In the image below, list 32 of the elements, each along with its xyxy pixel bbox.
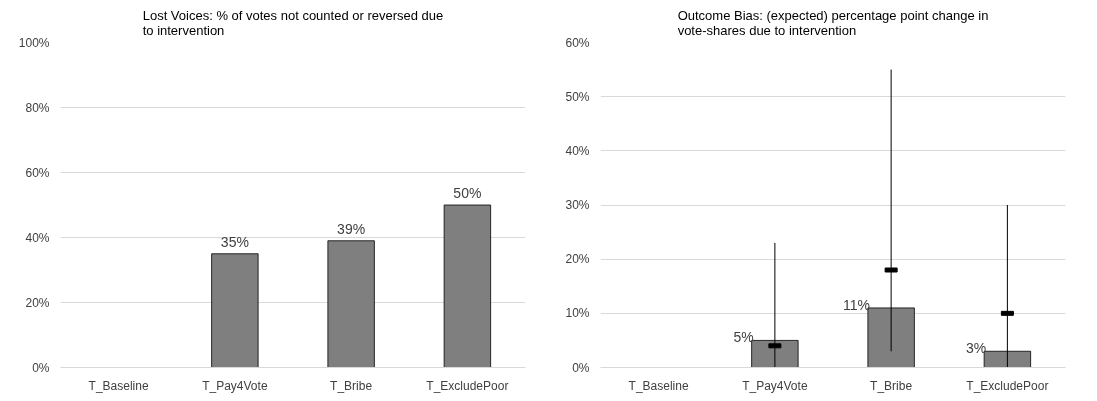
x-tick-label: T_Pay4Vote bbox=[742, 378, 808, 393]
y-tick-label: 40% bbox=[565, 143, 590, 158]
chart-title: Lost Voices: % of votes not counted or reversed due to intervention bbox=[142, 7, 444, 38]
y-tick-label: 10% bbox=[565, 306, 590, 321]
data-label: 5% bbox=[733, 329, 754, 346]
y-tick-label: 0% bbox=[572, 360, 590, 375]
x-tick-label: T_Pay4Vote bbox=[202, 378, 268, 393]
y-tick-label: 20% bbox=[565, 252, 590, 267]
x-tick-label: T_Baseline bbox=[628, 378, 689, 393]
data-label: 50% bbox=[453, 185, 482, 201]
y-tick-label: 50% bbox=[565, 89, 590, 104]
x-tick-label: T_Bribe bbox=[870, 378, 913, 393]
x-tick-label: T_Bribe bbox=[330, 378, 373, 393]
bar bbox=[327, 240, 375, 368]
chart-title: Outcome Bias: (expected) percentage point change in vote-shares due to intervention bbox=[677, 7, 989, 38]
x-tick-label: T_ExcludePoor bbox=[966, 378, 1049, 393]
bar bbox=[211, 253, 259, 368]
y-tick-label: 30% bbox=[565, 198, 590, 212]
bar bbox=[443, 204, 492, 368]
x-tick-label: T_ExcludePoor bbox=[426, 378, 509, 393]
data-label: 35% bbox=[220, 233, 249, 250]
y-tick-label: 80% bbox=[25, 100, 50, 115]
y-tick-label: 60% bbox=[25, 165, 50, 180]
data-label: 39% bbox=[337, 220, 366, 237]
data-label: 3% bbox=[965, 340, 987, 357]
y-tick-label: 40% bbox=[25, 230, 50, 245]
y-tick-label: 20% bbox=[25, 295, 50, 310]
x-tick-label: T_Baseline bbox=[88, 378, 149, 393]
y-tick-label: 60% bbox=[565, 35, 590, 50]
data-label: 11% bbox=[842, 296, 870, 313]
y-tick-label: 0% bbox=[32, 360, 50, 375]
y-tick-label: 100% bbox=[18, 35, 50, 50]
